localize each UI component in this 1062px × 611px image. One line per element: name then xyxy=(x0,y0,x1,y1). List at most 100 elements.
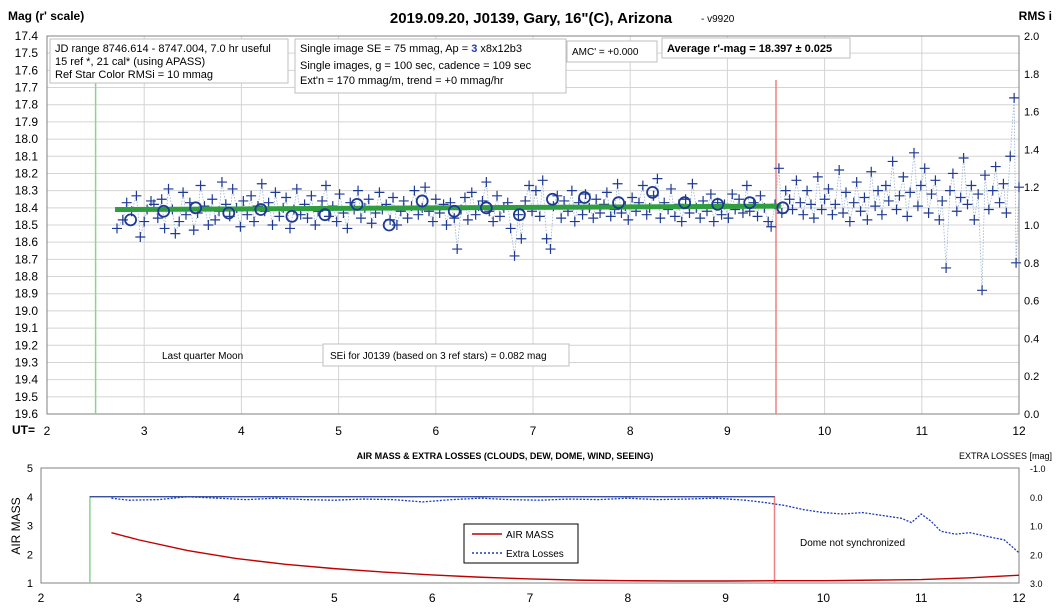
amc-value: AMC' = +0.000 xyxy=(572,47,639,58)
data-point-plus xyxy=(909,147,920,158)
y-tick-label: 18.0 xyxy=(15,132,39,146)
data-point-plus xyxy=(505,223,516,234)
data-point-plus xyxy=(1014,182,1024,193)
data-point-plus xyxy=(306,190,317,201)
y-tick-label: 18.8 xyxy=(15,270,39,284)
y-tick-label: 18.4 xyxy=(15,201,39,215)
data-point-plus xyxy=(990,161,1001,172)
data-point-plus xyxy=(492,190,503,201)
y2-tick-label: 0.2 xyxy=(1024,371,1039,383)
data-point-plus xyxy=(859,192,870,203)
data-point-plus xyxy=(955,192,966,203)
bottom-x-tick-label: 11 xyxy=(915,591,928,605)
data-point-plus xyxy=(830,199,841,210)
data-point-plus xyxy=(905,187,916,198)
data-point-plus xyxy=(427,216,438,227)
data-point-plus xyxy=(227,183,238,194)
data-point-plus xyxy=(655,213,666,224)
legend-airmass-label: AIR MASS xyxy=(506,530,554,541)
data-point-plus xyxy=(973,189,984,200)
bottom-y-tick-label: 5 xyxy=(27,463,33,475)
bottom-x-tick-label: 2 xyxy=(38,591,45,605)
y-tick-label: 17.5 xyxy=(15,46,39,60)
data-point-plus xyxy=(866,166,877,177)
data-point-plus xyxy=(848,197,859,208)
bottom-y-tick-label: 2 xyxy=(27,549,33,561)
data-point-plus xyxy=(267,220,278,230)
data-point-plus xyxy=(388,192,399,203)
data-point-plus xyxy=(812,171,823,182)
amc-box: AMC' = +0.000 xyxy=(566,40,658,63)
bottom-x-ticks: 2 3 4 5 6 7 8 9 10 11 12 xyxy=(38,591,1026,605)
data-point-plus xyxy=(919,163,930,174)
average-mag: Average r'-mag = 18.397 ± 0.025 xyxy=(667,43,832,55)
data-point-plus xyxy=(402,213,413,224)
data-point-plus xyxy=(994,197,1005,208)
data-point-plus xyxy=(1009,92,1020,103)
data-point-plus xyxy=(944,185,955,196)
data-point-plus xyxy=(840,187,851,198)
data-point-plus xyxy=(951,206,962,217)
y-tick-label: 19.1 xyxy=(15,321,39,335)
y-tick-label: 18.5 xyxy=(15,218,39,232)
data-point-plus xyxy=(342,223,353,234)
data-point-plus xyxy=(249,216,260,227)
data-point-plus xyxy=(894,190,905,201)
data-point-plus xyxy=(235,221,246,232)
data-point-plus xyxy=(695,213,706,224)
data-point-plus xyxy=(887,156,898,167)
data-point-plus xyxy=(926,189,937,200)
data-point-plus xyxy=(242,209,253,220)
data-point-plus xyxy=(159,223,170,234)
y-tick-label: 19.2 xyxy=(15,338,39,352)
x-tick-label: 12 xyxy=(1012,424,1026,438)
dome-note: Dome not synchronized xyxy=(800,538,905,549)
data-point-plus xyxy=(270,187,281,198)
y-tick-label: 18.3 xyxy=(15,184,39,198)
data-point-plus xyxy=(966,180,977,191)
x-tick-label: 10 xyxy=(818,424,832,438)
data-point-plus xyxy=(238,195,249,206)
data-point-plus xyxy=(163,183,174,194)
data-point-average xyxy=(512,208,526,222)
info-box-single-image: Single image SE = 75 mmag, Ap = 3 x8x12b… xyxy=(294,38,567,94)
data-point-plus xyxy=(723,213,734,224)
data-point-plus xyxy=(302,213,313,224)
data-point-plus xyxy=(291,183,302,194)
data-point-plus xyxy=(652,173,663,184)
data-point-average xyxy=(743,196,757,210)
data-point-plus xyxy=(862,214,873,225)
data-point-plus xyxy=(545,244,556,255)
data-point-plus xyxy=(798,209,809,220)
bottom-y2-tick-label: 1.0 xyxy=(1030,522,1043,532)
data-point-plus xyxy=(210,214,221,225)
data-point-plus xyxy=(534,211,545,222)
y2-tick-label: 0.4 xyxy=(1024,333,1039,345)
x-tick-label: 3 xyxy=(141,424,148,438)
chart-title: 2019.09.20, J0139, Gary, 16"(C), Arizona xyxy=(390,10,673,27)
y2-tick-label: 1.0 xyxy=(1024,220,1039,232)
extinction-line: Ext'n = 170 mmag/m, trend = +0 mmag/hr xyxy=(300,75,504,87)
data-point-plus xyxy=(355,213,366,224)
airmass-chart: AIR MASS & EXTRA LOSSES (CLOUDS, DEW, DO… xyxy=(9,451,1052,605)
data-point-average xyxy=(382,218,396,232)
data-point-plus xyxy=(605,211,616,222)
y-tick-label: 17.8 xyxy=(15,98,39,112)
x-tick-label: 8 xyxy=(627,424,634,438)
data-point-plus xyxy=(152,213,163,224)
bottom-x-tick-label: 10 xyxy=(817,591,831,605)
top-data xyxy=(111,92,1024,296)
data-point-plus xyxy=(902,211,913,222)
data-point-average xyxy=(318,208,332,222)
data-point-plus xyxy=(374,187,385,198)
data-point-plus xyxy=(941,262,952,273)
bottom-y-tick-label: 3 xyxy=(27,521,33,533)
data-point-plus xyxy=(207,194,218,205)
data-point-plus xyxy=(117,214,128,225)
data-point-plus xyxy=(880,180,891,191)
data-point-plus xyxy=(1001,207,1012,218)
data-point-plus xyxy=(256,178,267,189)
data-point-average xyxy=(415,194,429,208)
data-point-plus xyxy=(819,194,830,205)
bottom-x-tick-label: 12 xyxy=(1012,591,1026,605)
